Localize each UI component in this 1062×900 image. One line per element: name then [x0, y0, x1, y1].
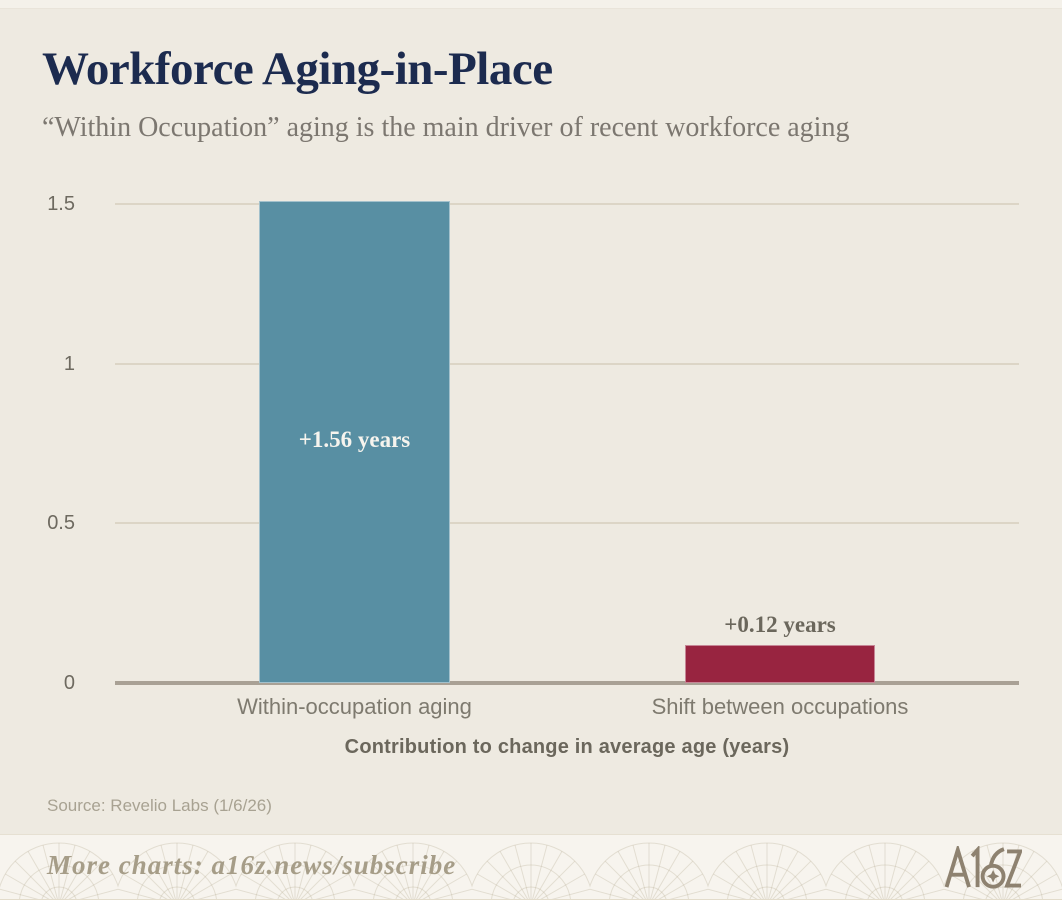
a16z-logo: A16Z [944, 843, 1024, 896]
x-axis-title: Contribution to change in average age (y… [344, 736, 790, 758]
bar-value-label-shift: +0.12 years [724, 611, 836, 637]
subscribe-link-text[interactable]: More charts: a16z.news/subscribe [47, 850, 457, 880]
y-tick-1: 1 [63, 352, 75, 375]
y-tick-0: 0 [63, 672, 75, 694]
page-subtitle: “Within Occupation” aging is the main dr… [42, 112, 850, 143]
top-decor-strip [0, 0, 1062, 9]
category-label-within: Within-occupation aging [237, 694, 472, 719]
gridline-1-5 [115, 203, 1019, 206]
art-deco-fan-pattern [0, 835, 1062, 900]
category-label-shift: Shift between occupations [651, 694, 909, 719]
bar-within-occupation [259, 201, 450, 683]
gridline-0-5 [115, 522, 1019, 525]
y-tick-1-5: 1.5 [47, 193, 75, 216]
y-tick-0-5: 0.5 [47, 512, 75, 535]
footer: More charts: a16z.news/subscribe A16Z [0, 834, 1062, 900]
page-title: Workforce Aging-in-Place [42, 43, 553, 95]
bar-value-label-within: +1.56 years [298, 427, 411, 452]
x-axis-line [115, 681, 1019, 685]
bar-shift-between-occupations [685, 644, 875, 683]
gridline-1-0 [115, 362, 1019, 365]
source-note: Source: Revelio Labs (1/6/26) [47, 796, 272, 815]
